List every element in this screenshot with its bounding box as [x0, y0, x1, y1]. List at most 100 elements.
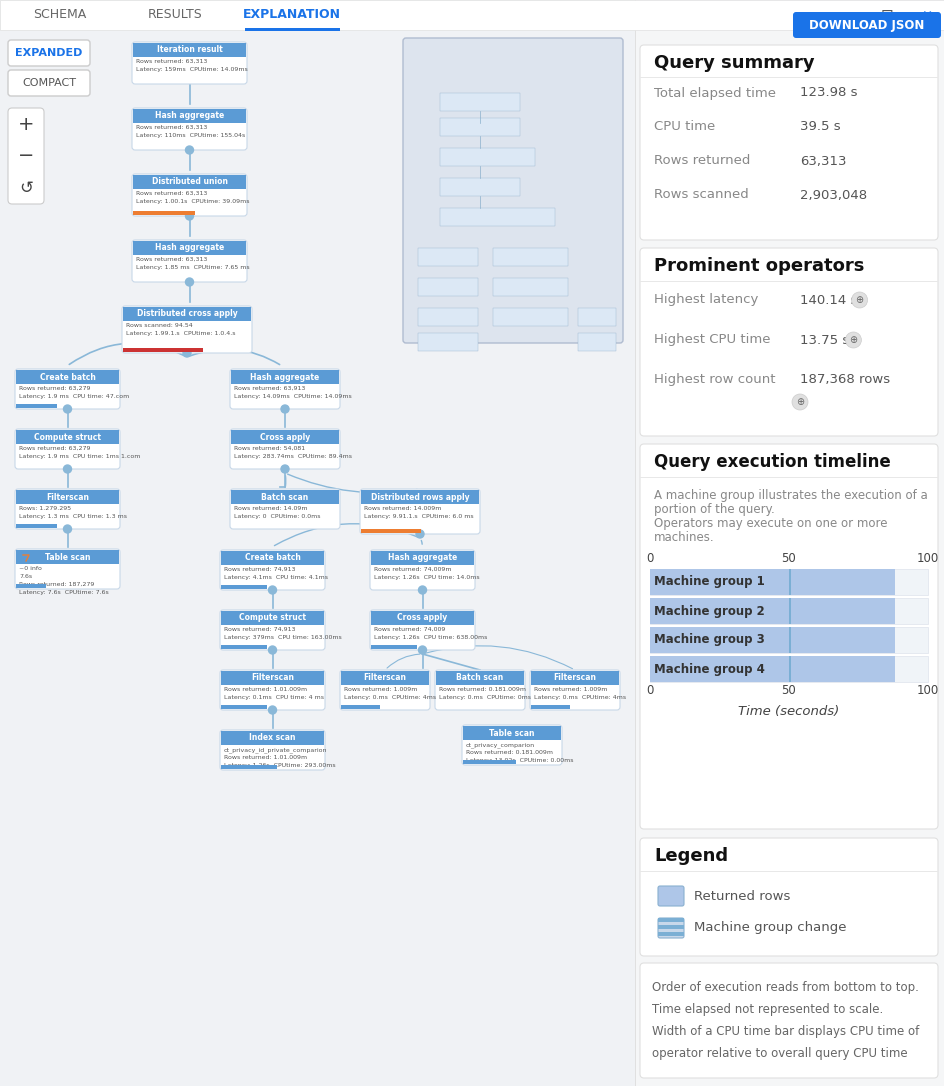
- Text: Latency: 0.1ms  CPU time: 4 ms: Latency: 0.1ms CPU time: 4 ms: [224, 695, 324, 700]
- FancyBboxPatch shape: [8, 70, 90, 96]
- Bar: [649, 569, 894, 595]
- Circle shape: [415, 530, 424, 538]
- Bar: [341, 705, 379, 709]
- Text: Legend: Legend: [653, 847, 728, 866]
- Text: Machine group 1: Machine group 1: [653, 576, 764, 589]
- Text: Rows returned: 74,009: Rows returned: 74,009: [374, 627, 445, 632]
- Bar: [361, 490, 479, 504]
- Bar: [230, 370, 339, 384]
- FancyBboxPatch shape: [657, 886, 683, 906]
- FancyBboxPatch shape: [132, 174, 246, 216]
- FancyBboxPatch shape: [122, 306, 252, 353]
- FancyBboxPatch shape: [132, 240, 246, 282]
- Bar: [649, 656, 927, 682]
- Bar: [123, 348, 203, 352]
- Bar: [531, 671, 618, 685]
- Bar: [649, 656, 894, 682]
- Bar: [221, 671, 324, 685]
- Circle shape: [280, 405, 289, 413]
- Text: ↺: ↺: [19, 179, 33, 197]
- Text: Distributed rows apply: Distributed rows apply: [370, 492, 469, 502]
- FancyBboxPatch shape: [530, 670, 619, 710]
- FancyBboxPatch shape: [229, 369, 340, 409]
- FancyBboxPatch shape: [462, 725, 562, 765]
- Bar: [230, 430, 339, 444]
- Bar: [221, 731, 324, 745]
- Text: Rows returned: 1.009m: Rows returned: 1.009m: [533, 687, 607, 692]
- Bar: [133, 175, 245, 189]
- Bar: [133, 241, 245, 255]
- Text: ⊡: ⊡: [880, 8, 892, 23]
- Bar: [578, 333, 615, 351]
- Text: portion of the query.: portion of the query.: [653, 503, 774, 516]
- FancyBboxPatch shape: [8, 108, 44, 204]
- Text: Distributed union: Distributed union: [151, 177, 228, 187]
- Bar: [133, 211, 194, 215]
- Text: Order of execution reads from bottom to top.: Order of execution reads from bottom to …: [651, 981, 918, 994]
- FancyBboxPatch shape: [639, 248, 937, 435]
- Text: Latency: 13.02s  CPUtime: 0.00ms: Latency: 13.02s CPUtime: 0.00ms: [465, 758, 573, 763]
- Text: Highest latency: Highest latency: [653, 293, 758, 306]
- Bar: [371, 645, 416, 649]
- Text: Rows returned: 63,313: Rows returned: 63,313: [136, 257, 207, 262]
- Text: Rows returned: 74,913: Rows returned: 74,913: [224, 627, 295, 632]
- Bar: [244, 28, 340, 31]
- Bar: [371, 551, 474, 565]
- Bar: [493, 308, 567, 326]
- Circle shape: [268, 706, 277, 714]
- Text: 140.14 s: 140.14 s: [800, 293, 856, 306]
- FancyBboxPatch shape: [370, 550, 475, 590]
- Bar: [16, 370, 119, 384]
- Text: Cross apply: Cross apply: [397, 614, 447, 622]
- Text: Rows returned: 14.09m: Rows returned: 14.09m: [234, 506, 307, 512]
- Text: 50: 50: [781, 683, 796, 696]
- Text: Machine group 4: Machine group 4: [653, 662, 764, 675]
- Text: EXPANDED: EXPANDED: [15, 48, 83, 58]
- Text: Rows returned: 63,279: Rows returned: 63,279: [19, 446, 91, 451]
- Bar: [440, 118, 519, 136]
- Text: Latency: 0.ms  CPUtime: 0ms: Latency: 0.ms CPUtime: 0ms: [439, 695, 531, 700]
- Text: 100: 100: [916, 553, 938, 566]
- Text: Rows returned: 1.01.009m: Rows returned: 1.01.009m: [224, 687, 307, 692]
- Circle shape: [185, 146, 194, 154]
- Text: 7.6s: 7.6s: [19, 574, 32, 579]
- Bar: [649, 627, 894, 653]
- Text: Machine group change: Machine group change: [693, 922, 846, 934]
- Text: Returned rows: Returned rows: [693, 889, 789, 902]
- Text: Index scan: Index scan: [249, 733, 295, 743]
- Bar: [16, 490, 119, 504]
- Text: Rows returned: 14.009m: Rows returned: 14.009m: [363, 506, 441, 512]
- Text: Rows returned: 63,313: Rows returned: 63,313: [136, 125, 207, 130]
- Text: +: +: [18, 114, 34, 134]
- Text: Rows returned: 0.181.009m: Rows returned: 0.181.009m: [465, 750, 552, 755]
- Bar: [16, 525, 57, 528]
- Text: Rows returned: 187,279: Rows returned: 187,279: [19, 582, 94, 588]
- Text: CPU time: CPU time: [653, 121, 715, 134]
- Text: −: −: [18, 146, 34, 164]
- Text: 100: 100: [916, 683, 938, 696]
- Text: Table scan: Table scan: [44, 553, 91, 561]
- Text: 123.98 s: 123.98 s: [800, 87, 856, 100]
- Text: Highest row count: Highest row count: [653, 374, 775, 387]
- FancyBboxPatch shape: [792, 12, 940, 38]
- Text: Rows returned: 63,913: Rows returned: 63,913: [234, 386, 305, 391]
- Bar: [788, 598, 790, 624]
- Circle shape: [63, 525, 72, 533]
- Text: Compute struct: Compute struct: [34, 432, 101, 442]
- Bar: [361, 529, 421, 533]
- Bar: [221, 611, 324, 626]
- Circle shape: [280, 465, 289, 473]
- Text: Rows returned: 63,313: Rows returned: 63,313: [136, 59, 207, 64]
- FancyBboxPatch shape: [220, 550, 325, 590]
- Bar: [417, 333, 478, 351]
- Bar: [221, 765, 277, 769]
- Text: Create batch: Create batch: [244, 554, 300, 563]
- Bar: [649, 569, 927, 595]
- Text: Latency: 4.1ms  CPU time: 4.1ms: Latency: 4.1ms CPU time: 4.1ms: [224, 574, 328, 580]
- Bar: [16, 550, 119, 564]
- Text: Time elapsed not represented to scale.: Time elapsed not represented to scale.: [651, 1003, 883, 1016]
- Bar: [788, 656, 790, 682]
- Text: Latency: 1.3 ms  CPU time: 1.3 ms: Latency: 1.3 ms CPU time: 1.3 ms: [19, 514, 126, 519]
- Bar: [417, 278, 478, 296]
- Text: Iteration result: Iteration result: [157, 46, 222, 54]
